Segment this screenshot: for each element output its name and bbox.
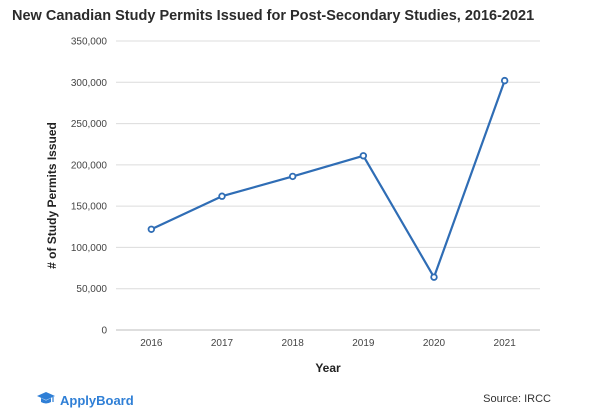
y-tick-label: 50,000	[76, 284, 107, 295]
y-tick-label: 350,000	[71, 37, 108, 48]
chart-title: New Canadian Study Permits Issued for Po…	[12, 8, 535, 24]
series-line	[150, 80, 506, 279]
brand-name: ApplyBoard	[60, 393, 134, 408]
x-tick-label: 2021	[494, 338, 517, 349]
y-axis-label: # of Study Permits Issued	[45, 122, 59, 269]
y-tick-label: 100,000	[71, 243, 108, 254]
x-tick-label: 2016	[140, 338, 163, 349]
x-tick-labels: 2016 2017 2018 2019 2020 2021	[140, 338, 516, 349]
y-tick-label: 150,000	[71, 202, 108, 213]
x-axis-label: Year	[315, 361, 341, 375]
x-tick-label: 2019	[352, 338, 375, 349]
brand-logo: ApplyBoard	[36, 390, 134, 411]
data-point	[500, 76, 509, 85]
data-point	[218, 192, 226, 200]
y-tick-labels: 0 50,000 100,000 150,000 200,000 250,000 300,0…	[71, 37, 108, 337]
y-tick-label: 200,000	[71, 160, 108, 171]
y-tick-label: 250,000	[71, 119, 108, 130]
source-note: Source: IRCC	[483, 393, 551, 405]
x-tick-label: 2017	[211, 338, 234, 349]
graduation-cap-icon	[36, 390, 56, 411]
y-tick-label: 0	[101, 326, 107, 337]
grid-lines	[116, 40, 540, 331]
data-point	[147, 225, 156, 233]
data-point	[430, 273, 438, 281]
data-point	[359, 152, 368, 160]
y-tick-label: 300,000	[71, 78, 108, 89]
x-tick-label: 2018	[282, 338, 305, 349]
x-tick-label: 2020	[423, 338, 446, 349]
data-point	[288, 172, 297, 181]
series-line-group	[147, 76, 509, 281]
